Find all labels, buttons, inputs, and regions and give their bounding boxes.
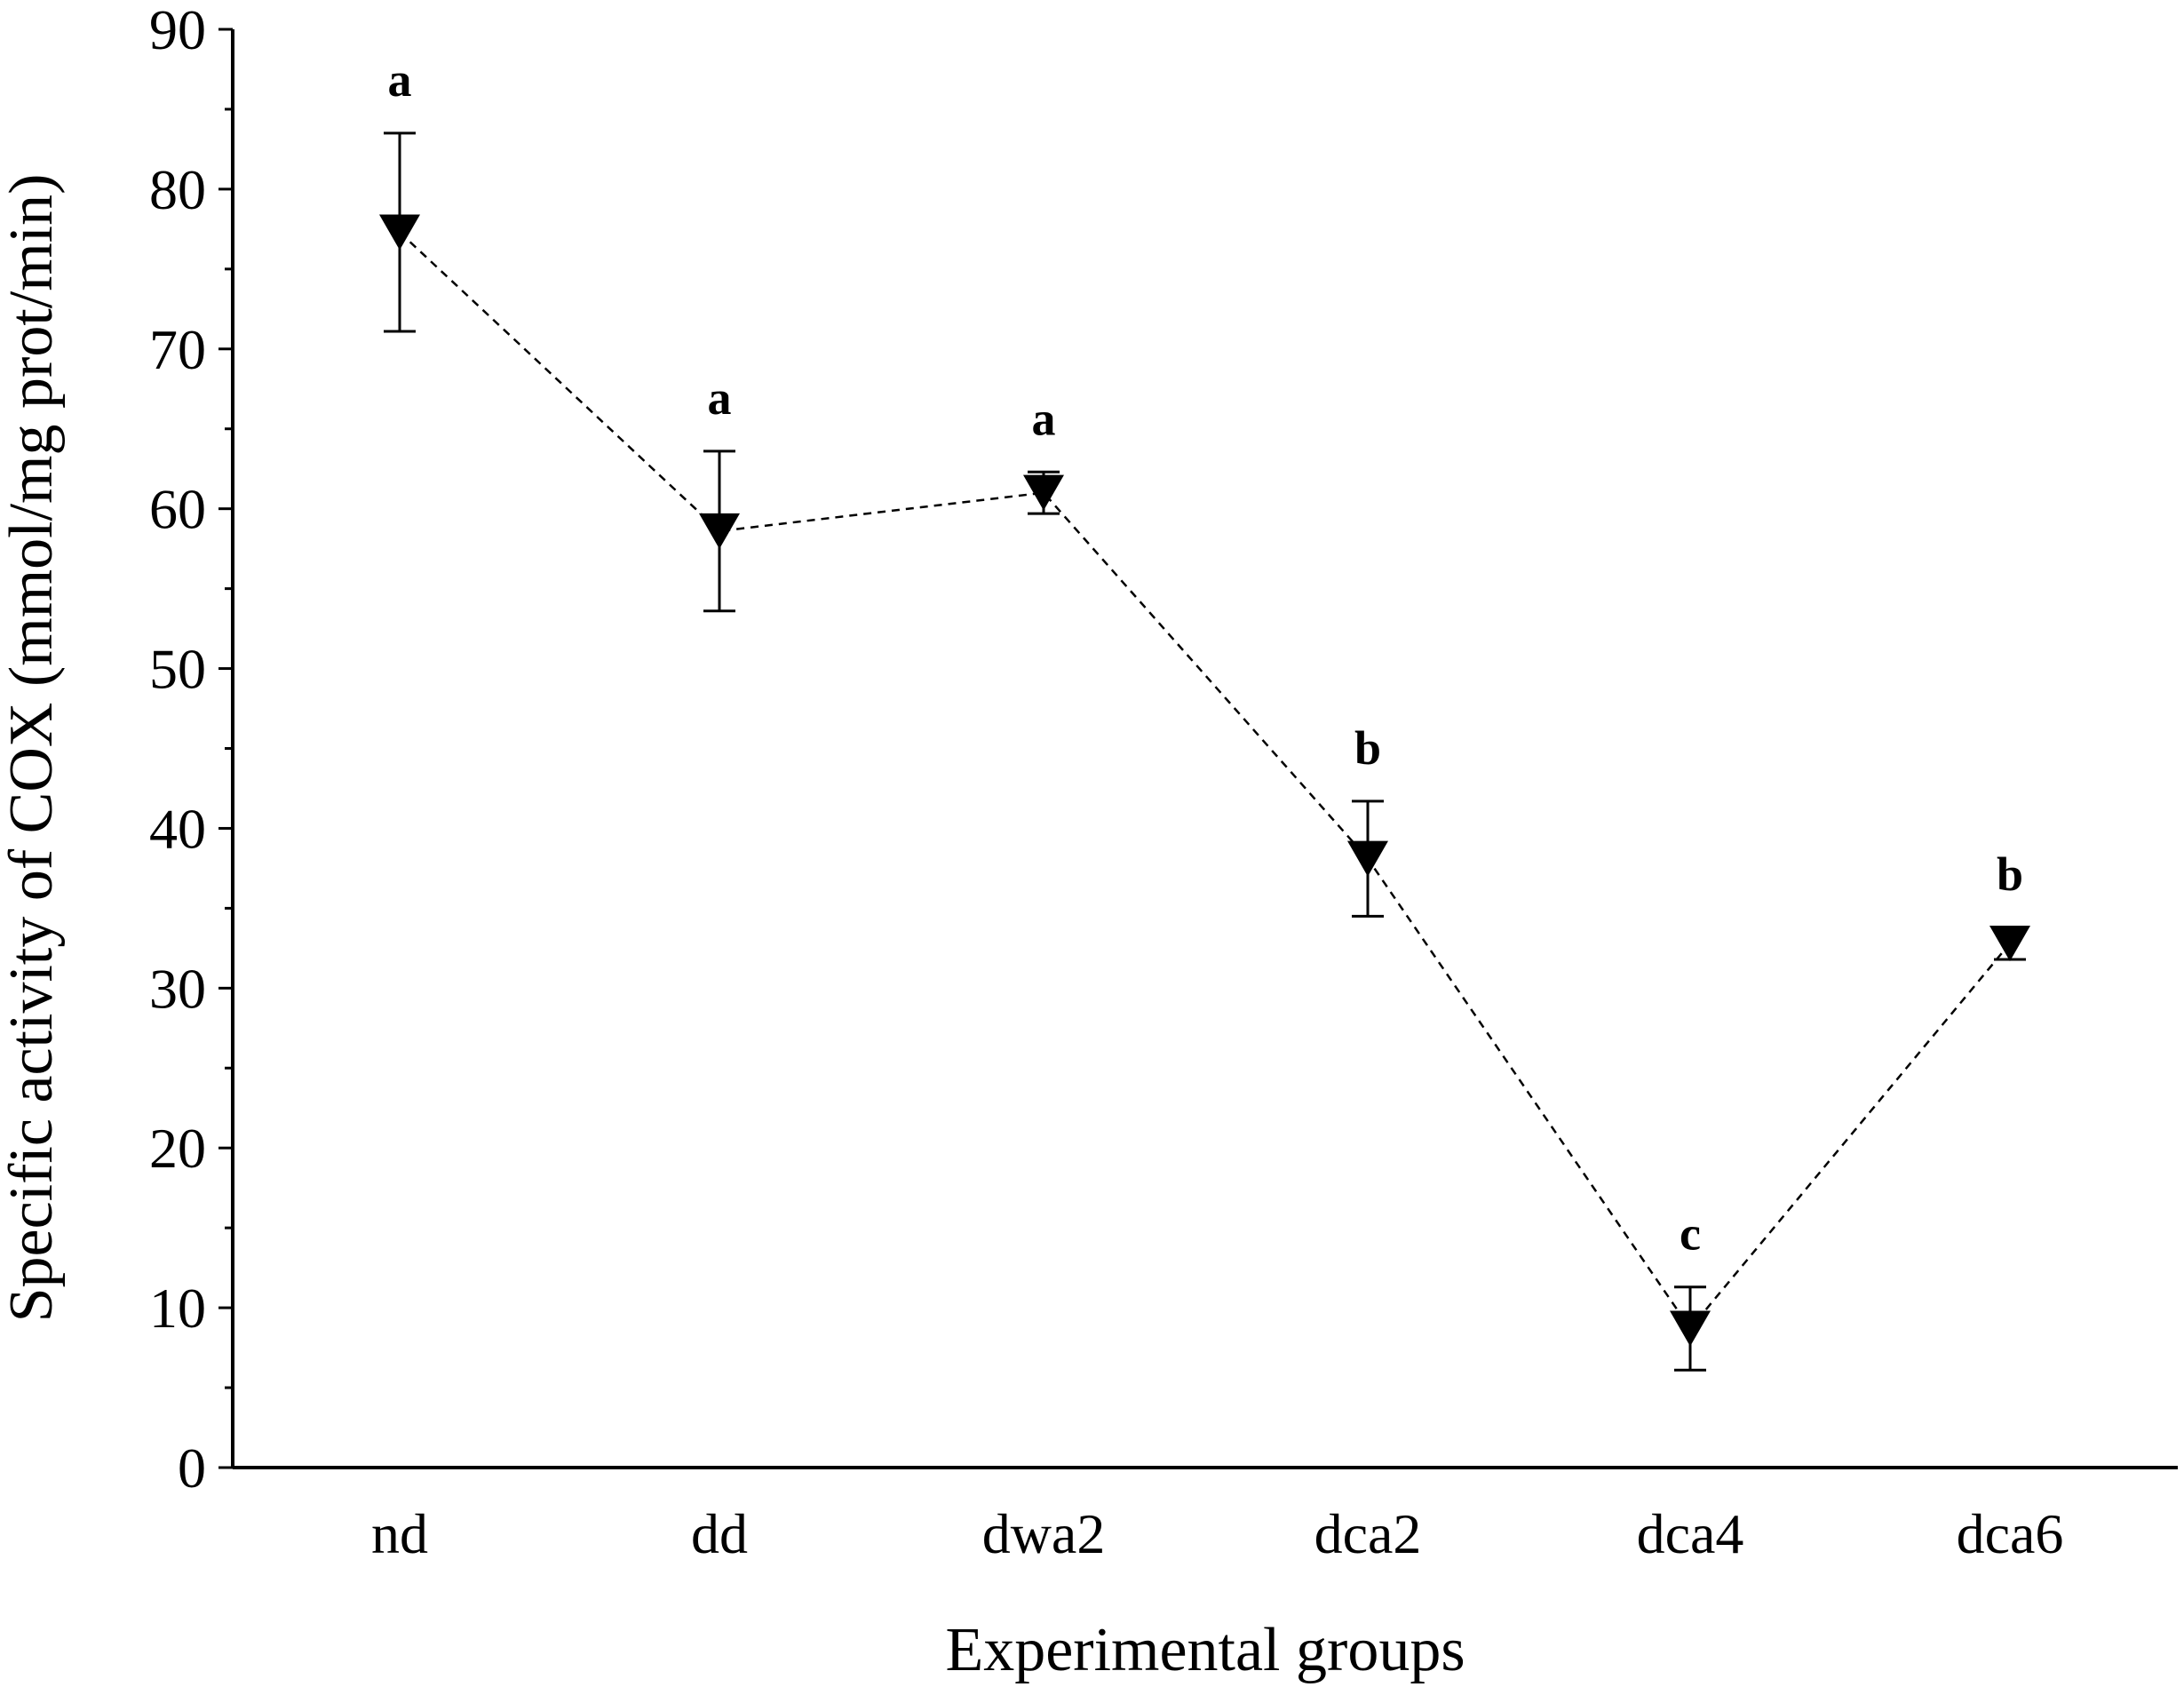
y-tick-label: 80 xyxy=(149,158,206,221)
y-tick-label: 60 xyxy=(149,478,206,541)
significance-letter: a xyxy=(1032,392,1056,445)
data-point-marker xyxy=(1347,840,1388,877)
x-tick-label: nd xyxy=(371,1502,428,1565)
series-line xyxy=(399,231,2011,1331)
x-tick-label: dwa2 xyxy=(982,1502,1106,1565)
y-tick-label: 90 xyxy=(149,0,206,61)
data-point-marker xyxy=(1989,925,2030,961)
y-tick-label: 10 xyxy=(149,1277,206,1340)
x-axis-title: Experimental groups xyxy=(945,1616,1465,1684)
significance-letter: b xyxy=(1354,721,1381,775)
data-point-marker xyxy=(699,513,740,549)
y-tick-label: 30 xyxy=(149,957,206,1020)
y-tick-label: 20 xyxy=(149,1117,206,1180)
y-tick-label: 70 xyxy=(149,318,206,381)
significance-letter: a xyxy=(708,371,732,425)
significance-letter: c xyxy=(1680,1207,1701,1261)
significance-letter: a xyxy=(388,53,412,107)
significance-letter: b xyxy=(1997,848,2023,901)
y-tick-label: 40 xyxy=(149,797,206,860)
x-tick-label: dca4 xyxy=(1637,1502,1744,1565)
y-tick-label: 0 xyxy=(178,1436,206,1500)
x-ticks: nd dd dwa2 dca2 dca4 dca6 xyxy=(371,1502,2063,1565)
y-axis-title: Specific activity of COX (mmol/mg prot/m… xyxy=(0,174,66,1323)
y-ticks: 0 10 20 30 40 50 60 70 80 90 xyxy=(149,0,233,1500)
series-layer: a a a b c b xyxy=(379,53,2030,1372)
axes xyxy=(231,29,2178,1469)
data-point-marker xyxy=(379,214,420,251)
data-point-marker xyxy=(1023,474,1064,511)
x-tick-label: dd xyxy=(691,1502,748,1565)
x-tick-label: dca2 xyxy=(1314,1502,1422,1565)
y-tick-label: 50 xyxy=(149,638,206,701)
x-tick-label: dca6 xyxy=(1957,1502,2064,1565)
data-point-marker xyxy=(1670,1310,1711,1347)
